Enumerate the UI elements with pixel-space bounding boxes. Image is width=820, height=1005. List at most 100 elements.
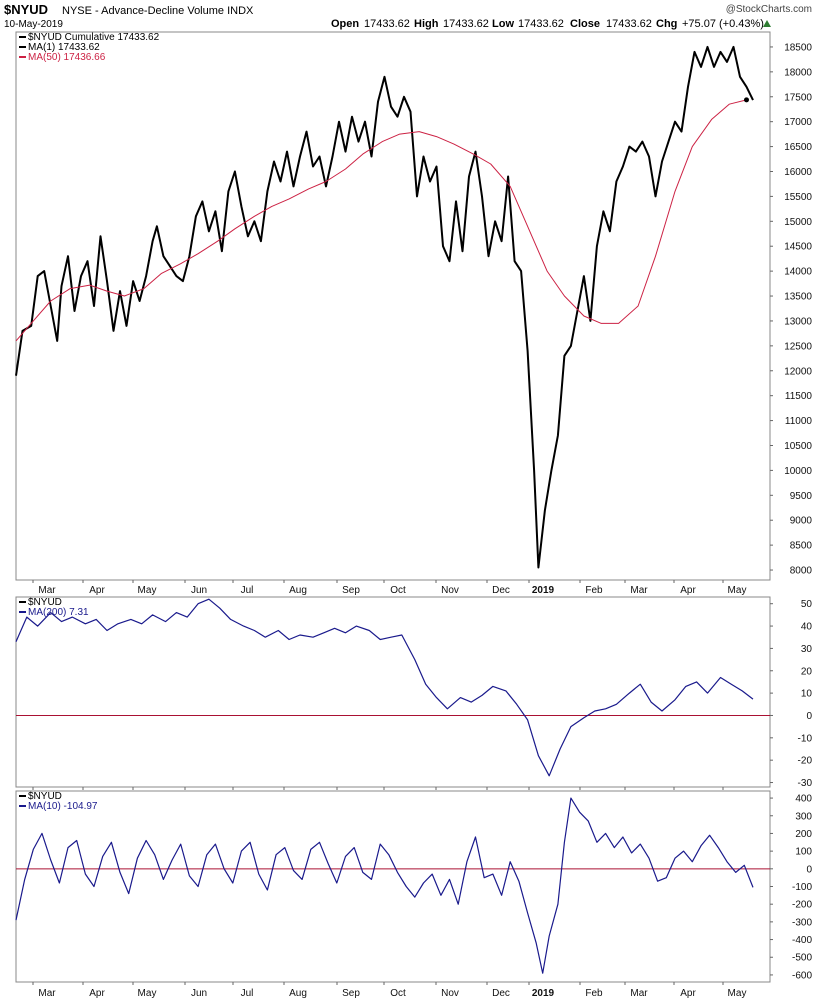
y-tick-label: -300 [792, 917, 812, 928]
x-tick-label: Jun [191, 988, 207, 999]
x-tick-label: Apr [680, 988, 696, 999]
ohlc-high-label: High [414, 18, 439, 30]
x-tick-label: Feb [585, 585, 603, 596]
y-tick-label: 13000 [784, 316, 812, 327]
legend-entry: $NYUD [28, 597, 62, 608]
legend-entry: $NYUD Cumulative 17433.62 [28, 32, 160, 43]
y-tick-label: 16500 [784, 142, 812, 153]
x-tick-label: Oct [390, 585, 406, 596]
ohlc-chg-label: Chg [656, 18, 677, 30]
ohlc-close-label: Close [570, 18, 600, 30]
y-tick-label: 200 [795, 829, 812, 840]
x-tick-label: Jun [191, 585, 207, 596]
panel-frame-main [15, 31, 771, 581]
x-tick-label: May [728, 988, 747, 999]
y-tick-label: 100 [795, 847, 812, 858]
y-tick-label: 8000 [790, 566, 813, 577]
legend-entry: MA(200) 7.31 [28, 607, 89, 618]
y-tick-label: 0 [806, 864, 812, 875]
legend-entry: MA(10) -104.97 [28, 801, 98, 812]
last-value-marker [743, 97, 749, 103]
y-tick-label: 40 [801, 622, 813, 633]
ohlc-chg-value: +75.07 (+0.43%) [682, 18, 764, 30]
y-tick-label: 400 [795, 794, 812, 805]
y-tick-label: -200 [792, 900, 812, 911]
series-line-ma-200- [15, 598, 754, 777]
y-tick-label: 12000 [784, 366, 812, 377]
y-tick-label: 11000 [785, 416, 813, 427]
y-tick-label: 10500 [784, 441, 812, 452]
y-tick-label: -30 [798, 778, 813, 789]
panels-layer: 8000850090009500100001050011000115001200… [15, 31, 813, 999]
y-tick-label: 15000 [784, 217, 812, 228]
x-tick-label: Mar [630, 585, 648, 596]
y-tick-label: 18500 [784, 42, 812, 53]
x-tick-label: Dec [492, 988, 510, 999]
change-up-icon [763, 20, 771, 27]
panel-frame-middle [15, 596, 771, 788]
ohlc-low-label: Low [492, 18, 514, 30]
y-tick-label: 12500 [784, 341, 812, 352]
y-tick-label: -400 [792, 935, 812, 946]
y-tick-label: 17500 [784, 92, 812, 103]
ohlc-low-value: 17433.62 [518, 18, 564, 30]
legend-entry: MA(50) 17436.66 [28, 52, 106, 63]
y-tick-label: 16000 [784, 167, 812, 178]
y-tick-label: 300 [795, 811, 812, 822]
header-symbol: $NYUD [4, 2, 48, 17]
x-tick-label: 2019 [532, 585, 555, 596]
y-tick-label: 20 [801, 666, 813, 677]
x-tick-label: Oct [390, 988, 406, 999]
ohlc-close-value: 17433.62 [606, 18, 652, 30]
series-line-ma-10- [15, 797, 754, 974]
y-tick-label: -600 [792, 970, 812, 981]
brand-label: @StockCharts.com [726, 4, 812, 15]
x-tick-label: Dec [492, 585, 510, 596]
y-tick-label: -10 [798, 733, 813, 744]
legend-entry: MA(1) 17433.62 [28, 42, 100, 53]
x-tick-label: Nov [441, 585, 459, 596]
x-tick-label: Nov [441, 988, 459, 999]
x-tick-label: Mar [38, 988, 56, 999]
y-tick-label: 9000 [790, 516, 813, 527]
panel-main: 8000 8500 9000 9500 10000 10500 11000 11500 1200… [15, 31, 813, 596]
legend-entry: $NYUD [28, 791, 62, 802]
y-tick-label: 11500 [785, 391, 813, 402]
y-tick-label: -500 [792, 953, 812, 964]
y-tick-label: 9500 [790, 491, 813, 502]
y-tick-label: 8500 [790, 541, 813, 552]
y-tick-label: 30 [801, 644, 813, 655]
y-tick-label: 0 [806, 711, 812, 722]
y-tick-label: 14000 [784, 267, 812, 278]
header-date: 10-May-2019 [4, 19, 63, 30]
series-line-ma-1- [15, 45, 754, 569]
series-line-ma-50- [15, 99, 747, 342]
y-tick-label: -100 [792, 882, 812, 893]
x-tick-label: Aug [289, 585, 307, 596]
y-tick-label: 13500 [784, 292, 812, 303]
y-tick-label: 18000 [784, 67, 812, 78]
y-tick-label: 17000 [784, 117, 812, 128]
x-tick-label: May [138, 988, 157, 999]
x-tick-label: Jul [241, 585, 254, 596]
x-tick-label: Jul [241, 988, 254, 999]
x-tick-label: Mar [38, 585, 56, 596]
x-tick-label: Sep [342, 988, 360, 999]
y-tick-label: 10000 [784, 466, 812, 477]
x-tick-label: May [728, 585, 747, 596]
x-tick-label: Mar [630, 988, 648, 999]
x-tick-label: May [138, 585, 157, 596]
x-tick-label: 2019 [532, 988, 555, 999]
y-tick-label: -20 [798, 756, 813, 767]
x-tick-label: Apr [89, 585, 105, 596]
y-tick-label: 15500 [784, 192, 812, 203]
y-tick-label: 10 [801, 689, 813, 700]
x-tick-label: Feb [585, 988, 603, 999]
x-tick-label: Apr [680, 585, 696, 596]
y-tick-label: 50 [801, 599, 813, 610]
x-tick-label: Aug [289, 988, 307, 999]
y-tick-label: 14500 [784, 242, 812, 253]
